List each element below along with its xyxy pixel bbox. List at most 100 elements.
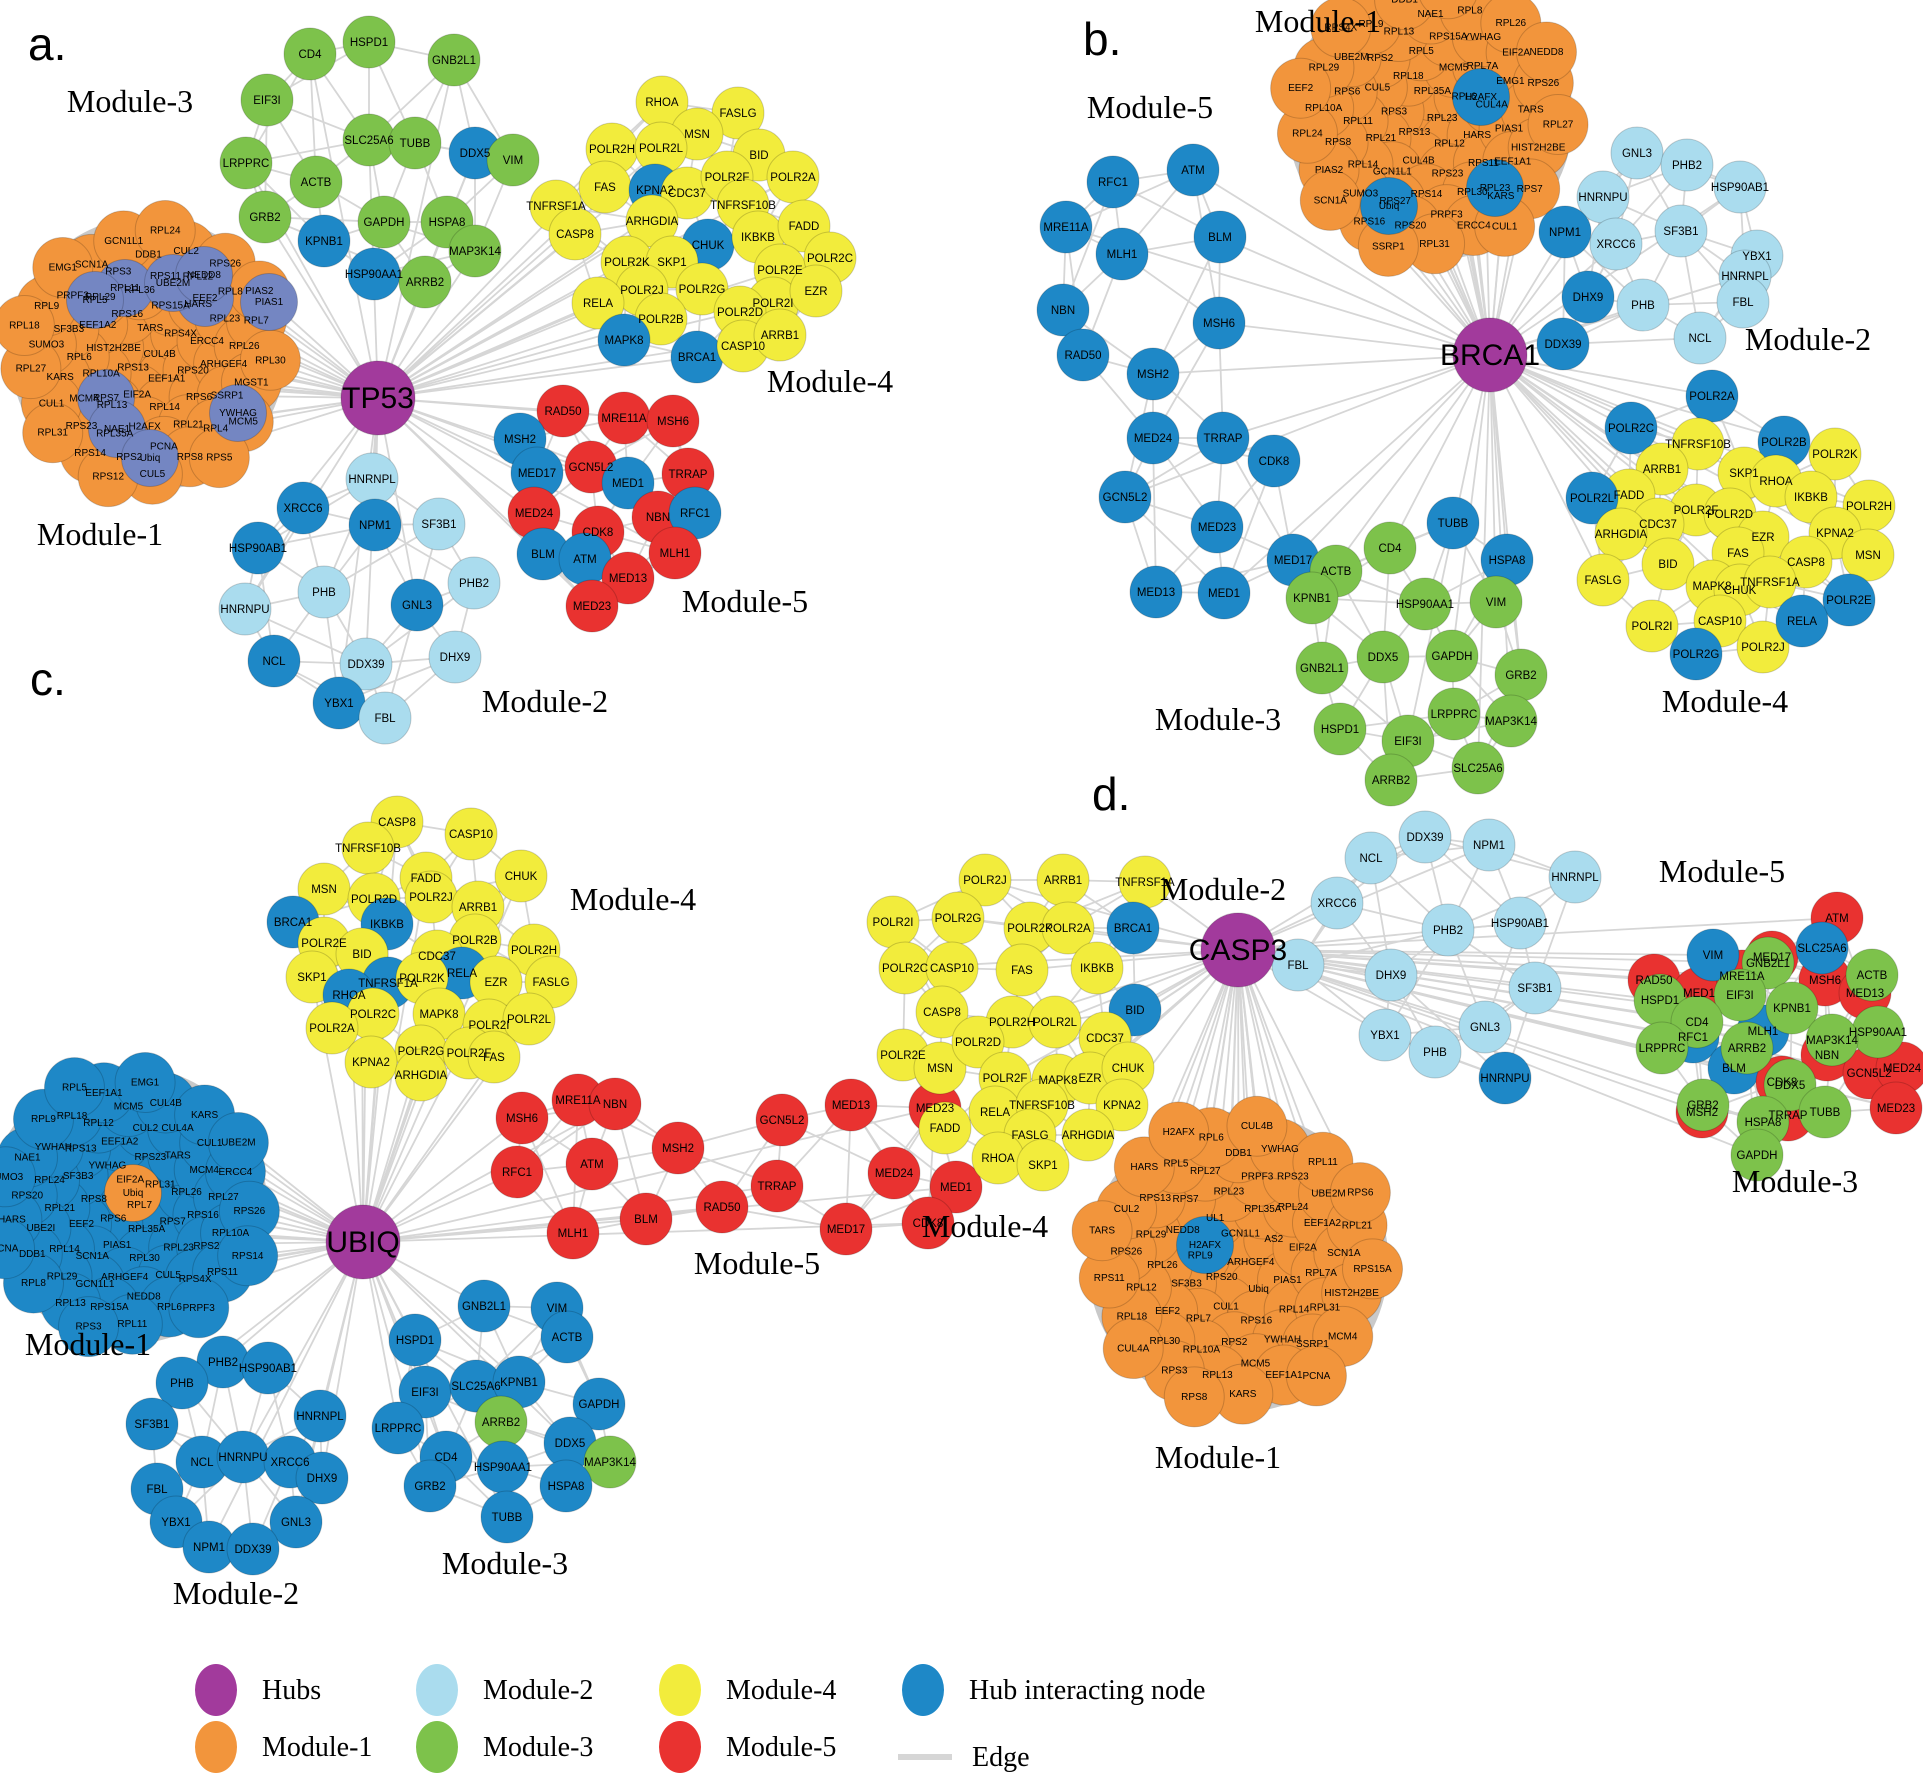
node-label-RPS26: RPS26 [1527, 78, 1559, 89]
node-PHB [297, 565, 351, 619]
node-label-PIAS1: PIAS1 [255, 297, 284, 308]
node-label-Ubiq: Ubiq [123, 1188, 144, 1199]
node-PHB2 [447, 556, 501, 610]
node-label-SF3B1: SF3B1 [1517, 983, 1552, 995]
node-label-YBX1: YBX1 [1370, 1030, 1399, 1042]
node-label-SKP1: SKP1 [297, 972, 326, 984]
node-label-RPL7: RPL7 [127, 1200, 152, 1211]
node-label-RPL18: RPL18 [1393, 71, 1424, 82]
node-label-POLR2J: POLR2J [409, 892, 452, 904]
node-label-POLR2D: POLR2D [955, 1037, 1001, 1049]
node-CD4 [283, 27, 337, 81]
node-label-RPL29: RPL29 [85, 292, 116, 303]
panel-letter-b: b. [1083, 13, 1121, 65]
node-label-ACTB: ACTB [1321, 566, 1352, 578]
node-label-RPL18: RPL18 [1117, 1311, 1148, 1322]
edge [377, 59, 455, 399]
node-label-GNL3: GNL3 [281, 1517, 311, 1529]
node-label-RAD50: RAD50 [1064, 350, 1101, 362]
node-RAD50 [695, 1180, 749, 1234]
node-label-RPL31: RPL31 [1419, 239, 1450, 250]
node-CUL4A [1102, 1318, 1164, 1380]
node-label-RPL11: RPL11 [110, 283, 140, 294]
node-label-MRE11A: MRE11A [601, 413, 646, 425]
node-label-SLC25A6: SLC25A6 [1797, 943, 1846, 955]
node-GNB2L1 [1295, 641, 1349, 695]
node-label-RPS26: RPS26 [1110, 1247, 1142, 1258]
node-HNRNPU [218, 582, 272, 636]
node-label-MRE11A: MRE11A [1043, 222, 1088, 234]
node-label-HARS: HARS [184, 299, 212, 310]
node-MAP3K14 [1484, 694, 1538, 748]
node-FASLG [1576, 553, 1630, 607]
node-label-SSRP1: SSRP1 [1296, 1339, 1329, 1350]
node-label-NCL: NCL [1359, 853, 1383, 865]
node-VIM [1686, 928, 1740, 982]
edge [377, 233, 576, 399]
node-label-DDX5: DDX5 [460, 148, 491, 160]
node-label-MED17: MED17 [1274, 555, 1312, 567]
node-label-HSP90AA1: HSP90AA1 [1396, 599, 1454, 611]
node-HSP90AB1 [1493, 896, 1547, 950]
node-label-POLR2K: POLR2K [1007, 923, 1053, 935]
node-label-CUL5: CUL5 [1365, 82, 1391, 93]
node-label-ARHGDIA: ARHGDIA [1062, 1130, 1115, 1142]
module-title-module-5-panel-c: Module-5 [694, 1245, 820, 1281]
node-GNL3 [1458, 1000, 1512, 1054]
node-label-TNFRSF1A: TNFRSF1A [1115, 877, 1175, 889]
node-label-ARHGDIA: ARHGDIA [626, 216, 679, 228]
node-label-RPS3: RPS3 [75, 1322, 102, 1333]
node-label-DDX5: DDX5 [555, 1438, 586, 1450]
node-label-HNRNPU: HNRNPU [218, 1452, 267, 1464]
node-label-Ubiq: Ubiq [140, 453, 161, 464]
node-label-CUL4A: CUL4A [1117, 1344, 1150, 1355]
node-label-SF3B1: SF3B1 [134, 1419, 169, 1431]
node-label-RPL7A: RPL7A [1467, 61, 1499, 72]
node-POLR2L [1028, 995, 1082, 1049]
node-ARRB1 [753, 308, 807, 362]
node-NCL [1673, 311, 1727, 365]
node-label-CDK8: CDK8 [1259, 456, 1290, 468]
node-PHB [155, 1356, 209, 1410]
node-label-HSP90AA1: HSP90AA1 [1849, 1027, 1907, 1039]
node-label-MGST1: MGST1 [234, 377, 269, 388]
node-label-RPS6: RPS6 [1334, 87, 1361, 98]
node-label-RPL4: RPL4 [203, 424, 228, 435]
node-label-RPL9: RPL9 [1358, 19, 1383, 30]
node-label-CDK8: CDK8 [1767, 1077, 1798, 1089]
node-label-POLR2I: POLR2I [753, 298, 794, 310]
node-label-KPNB1: KPNB1 [305, 236, 343, 248]
node-label-BID: BID [1658, 559, 1677, 571]
node-label-CUL5: CUL5 [140, 469, 166, 480]
node-label-HSPD1: HSPD1 [1641, 995, 1679, 1007]
node-label-RPS12: RPS12 [92, 472, 124, 483]
node-label-NAE1: NAE1 [1417, 9, 1444, 20]
node-label-BID: BID [749, 150, 768, 162]
node-label-FBL: FBL [146, 1484, 168, 1496]
node-MED1 [929, 1160, 983, 1214]
node-CDK8 [901, 1196, 955, 1250]
node-label-RPS8: RPS8 [1181, 1392, 1208, 1403]
node-label-BRCA1: BRCA1 [274, 917, 312, 929]
edge [1292, 354, 1491, 561]
node-label-GCN1L1: GCN1L1 [104, 236, 143, 247]
node-FBL [358, 691, 412, 745]
node-NPM1 [348, 498, 402, 552]
node-label-KPNB1: KPNB1 [1773, 1003, 1811, 1015]
node-label-POLR2L: POLR2L [1033, 1017, 1078, 1029]
node-label-CASP10: CASP10 [1698, 616, 1742, 628]
node-HSP90AB1 [231, 521, 285, 575]
node-POLR2G [1669, 627, 1723, 681]
node-label-DDX39: DDX39 [234, 1544, 271, 1556]
node-label-MED23: MED23 [573, 601, 611, 613]
node-POLR2J [958, 853, 1012, 907]
node-label-ARRB2: ARRB2 [1728, 1043, 1766, 1055]
node-ATM [565, 1137, 619, 1191]
node-label-TNFRSF1A: TNFRSF1A [1740, 577, 1800, 589]
node-UBE2M [207, 1111, 269, 1173]
node-label-SF3B1: SF3B1 [1663, 226, 1698, 238]
node-label-RPS7: RPS7 [93, 393, 120, 404]
module-title-module-4-panel-a: Module-4 [767, 363, 893, 399]
node-label-MCM5: MCM5 [1439, 62, 1469, 73]
node-PHB [1616, 278, 1670, 332]
